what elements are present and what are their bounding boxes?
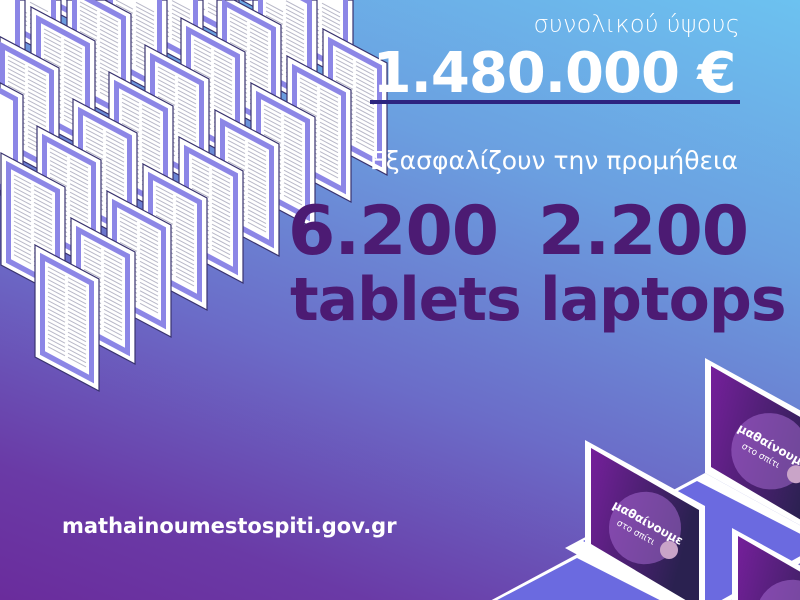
- laptop-icon: [732, 528, 800, 600]
- tablet-icon: [34, 244, 100, 392]
- tablets-label: tablets: [290, 265, 522, 335]
- subtitle: συνολικού ύψους: [533, 10, 740, 38]
- screen-logo-badge: [731, 413, 800, 490]
- laptops-count: 2.200: [538, 192, 749, 271]
- screen-emblem-icon: [660, 541, 678, 559]
- amount-underline: [370, 100, 740, 104]
- intro-text: Εξασφαλίζουν την προμήθεια: [369, 146, 738, 175]
- screen-emblem-icon: [787, 465, 800, 484]
- total-amount: 1.480.000 €: [372, 41, 737, 106]
- website-link[interactable]: mathainoumestospiti.gov.gr: [62, 514, 397, 538]
- laptops-label: laptops: [540, 265, 787, 335]
- screen-logo-badge: [759, 579, 800, 600]
- tablets-illustration: [0, 0, 388, 392]
- tablets-count: 6.200: [288, 192, 499, 271]
- laptop-keyboard: [497, 558, 660, 600]
